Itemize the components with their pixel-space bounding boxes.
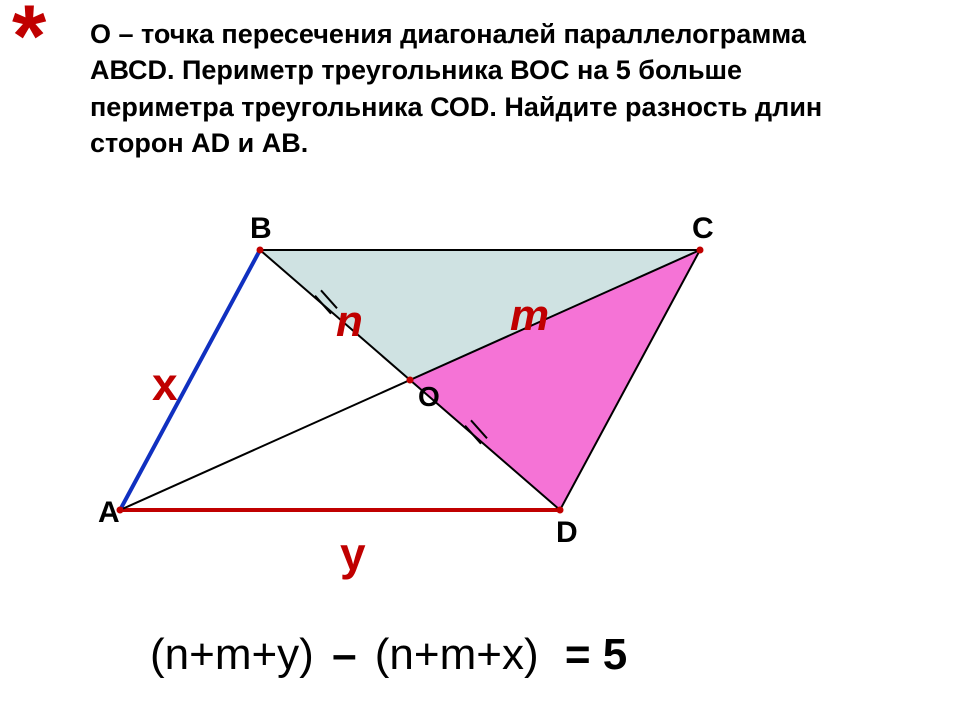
eq-minus: – xyxy=(326,630,362,679)
point-b xyxy=(257,247,264,254)
label-B: В xyxy=(250,212,272,245)
label-O: О xyxy=(418,381,440,412)
parallelogram-diagram: A В С D Оn m х у xyxy=(0,190,960,610)
label-x: х xyxy=(152,358,178,410)
label-C: С xyxy=(692,212,714,245)
eq-perimeter-cod: (n+m+x) xyxy=(375,630,539,679)
equation: (n+m+y) – (n+m+x) = 5 xyxy=(150,630,627,680)
label-D: D xyxy=(556,516,578,549)
point-c xyxy=(697,247,704,254)
eq-perimeter-boc: (n+m+y) xyxy=(150,630,314,679)
side-ab xyxy=(120,250,260,510)
point-d xyxy=(557,507,564,514)
label-A: A xyxy=(98,496,120,529)
problem-statement: О – точка пересечения диагоналей паралле… xyxy=(90,16,870,162)
eq-result: = 5 xyxy=(551,630,627,679)
label-m: m xyxy=(510,291,549,340)
asterisk-marker: * xyxy=(12,0,46,80)
point-o xyxy=(407,377,414,384)
figure-container: A В С D Оn m х у xyxy=(0,190,960,610)
label-y: у xyxy=(340,528,366,580)
label-n: n xyxy=(336,297,363,346)
